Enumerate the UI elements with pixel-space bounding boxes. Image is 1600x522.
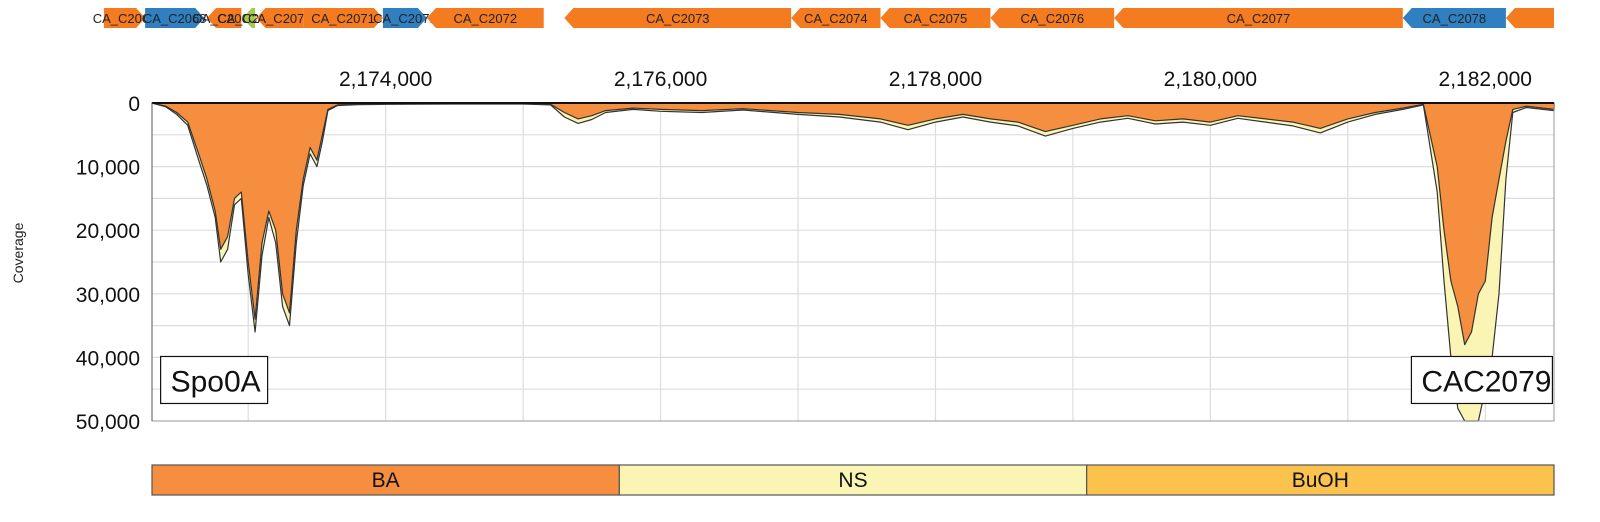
y-tick-label: 50,000 bbox=[76, 411, 140, 434]
gene-feature bbox=[880, 8, 991, 28]
legend-label: NS bbox=[838, 469, 867, 492]
gene-feature bbox=[990, 8, 1115, 28]
gene-label: CA_C2071 bbox=[373, 11, 437, 26]
gene-feature bbox=[242, 8, 256, 28]
gene-label: CA_C2077 bbox=[1227, 11, 1291, 26]
y-tick-label: 40,000 bbox=[76, 347, 140, 370]
x-tick-label: 2,180,000 bbox=[1164, 68, 1257, 91]
gene-label: CA_C2068 bbox=[143, 11, 207, 26]
gene-feature bbox=[256, 8, 304, 28]
gene-feature bbox=[382, 8, 427, 28]
gene-feature bbox=[103, 8, 146, 28]
gene-label: CA_C2069 bbox=[192, 11, 256, 26]
annotation-frame bbox=[1410, 355, 1554, 405]
gene-label: CA_C2076 bbox=[1020, 11, 1084, 26]
gene-label: CA_C2065 bbox=[93, 11, 157, 26]
gene-label: CA_C2078 bbox=[1423, 11, 1487, 26]
gene-feature bbox=[791, 8, 881, 28]
y-axis-ticks: 0 10,000 20,000 30,000 40,000 50,000 bbox=[76, 93, 140, 434]
series-area-ba bbox=[151, 102, 1555, 346]
y-tick-label: 20,000 bbox=[76, 220, 140, 243]
gene-label: CA_C2073 bbox=[646, 11, 710, 26]
annotation-box: Spo0A bbox=[160, 355, 269, 405]
y-axis-label: Coverage bbox=[10, 222, 26, 283]
legend-label: BuOH bbox=[1292, 469, 1349, 492]
gene-feature bbox=[1402, 8, 1506, 28]
y-tick-label: 10,000 bbox=[76, 157, 140, 180]
coverage-series bbox=[151, 102, 1555, 422]
legend-label: BA bbox=[372, 469, 400, 492]
x-tick-label: 2,174,000 bbox=[339, 68, 432, 91]
gene-label: CA_C2072 bbox=[454, 11, 518, 26]
legend: BA NS BuOH bbox=[151, 464, 1555, 496]
x-axis-ticks: 2,174,000 2,176,000 2,178,000 2,180,000 2,18… bbox=[339, 68, 1532, 91]
legend-swatch-buoh bbox=[1086, 464, 1555, 496]
x-tick-label: 2,182,000 bbox=[1439, 68, 1532, 91]
x-tick-label: 2,176,000 bbox=[614, 68, 707, 91]
gene-label: CA_C2074 bbox=[804, 11, 868, 26]
gene-track: CA_C2065CA_C2068CA_C2069CA_C2069CA_C2070… bbox=[93, 8, 1554, 28]
annotation-label: CAC2079 bbox=[1421, 365, 1551, 398]
gene-feature bbox=[145, 8, 205, 28]
x-tick-label: 2,178,000 bbox=[889, 68, 982, 91]
annotation-label: Spo0A bbox=[171, 365, 261, 398]
legend-swatch-ns bbox=[618, 464, 1088, 496]
gene-feature bbox=[206, 8, 242, 28]
gene-feature bbox=[303, 8, 383, 28]
gene-feature bbox=[1114, 8, 1403, 28]
plot-frame bbox=[151, 102, 1555, 422]
gene-feature bbox=[426, 8, 544, 28]
gene-label: CA_C2070 bbox=[248, 11, 312, 26]
gene-feature bbox=[564, 8, 792, 28]
gene-feature bbox=[1505, 8, 1554, 28]
annotation-frame bbox=[160, 355, 269, 405]
annotations: Spo0A CAC2079 bbox=[160, 355, 1554, 405]
grid bbox=[152, 103, 1554, 421]
y-tick-label: 30,000 bbox=[76, 284, 140, 307]
y-tick-label: 0 bbox=[128, 93, 140, 116]
gene-label: CA_C2071 bbox=[311, 11, 375, 26]
annotation-box: CAC2079 bbox=[1410, 355, 1554, 405]
gene-label: CA_C2075 bbox=[904, 11, 968, 26]
